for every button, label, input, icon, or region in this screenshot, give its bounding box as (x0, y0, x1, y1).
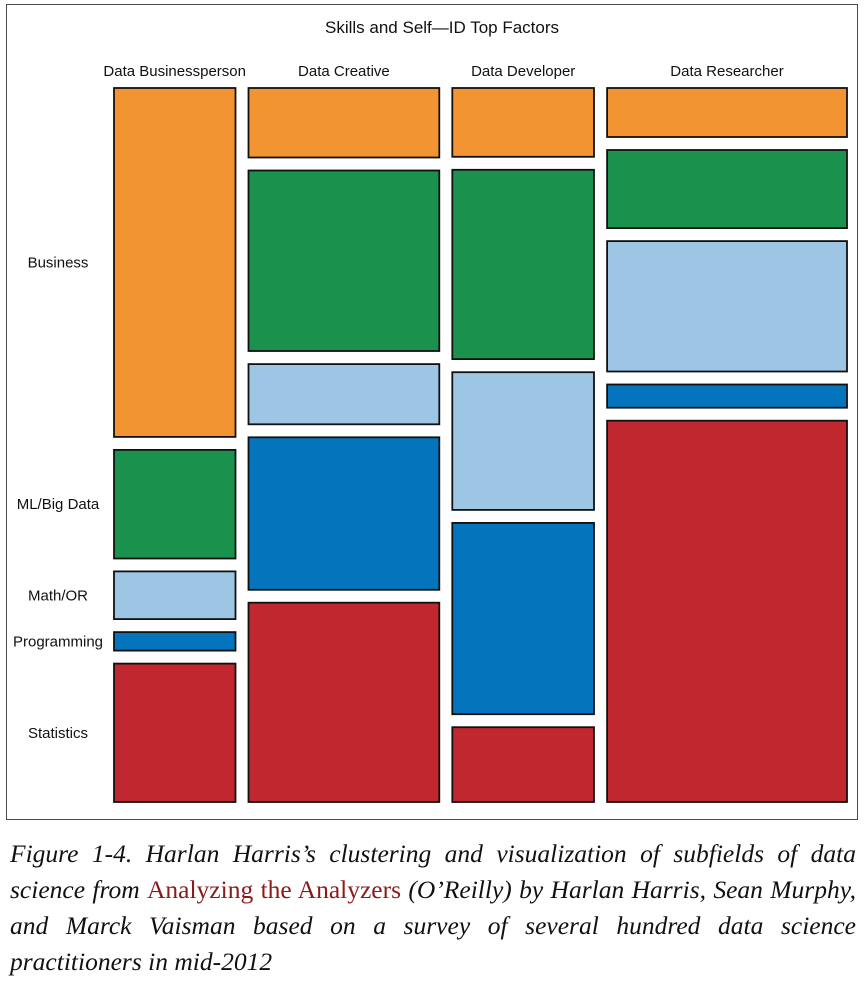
chart-title: Skills and Self—ID Top Factors (325, 18, 559, 37)
column-label: Data Researcher (670, 63, 783, 80)
row-label: Math/OR (28, 587, 88, 604)
row-label: Business (28, 254, 89, 271)
mosaic-tile (606, 383, 848, 409)
mosaic-tile (113, 448, 237, 560)
mosaic-tile (606, 419, 848, 803)
mosaic-tiles (113, 87, 848, 803)
mosaic-tile (247, 363, 441, 426)
column-label: Data Businessperson (103, 63, 246, 80)
row-label: ML/Big Data (17, 496, 100, 513)
row-label: Statistics (28, 725, 88, 742)
mosaic-tile (451, 168, 595, 361)
column-labels: Data Businessperson Data Creative Data Dev… (103, 63, 783, 80)
mosaic-tile (113, 662, 237, 803)
mosaic-tile (247, 87, 441, 159)
mosaic-tile (451, 726, 595, 803)
mosaic-tile (451, 522, 595, 716)
mosaic-tile (113, 570, 237, 621)
mosaic-tile (113, 631, 237, 652)
column-label: Data Creative (298, 63, 390, 80)
caption-link[interactable]: Analyzing the Analyzers (146, 875, 402, 904)
mosaic-tile (451, 371, 595, 511)
mosaic-tile (247, 169, 441, 352)
mosaic-tile (113, 87, 237, 438)
mosaic-tile (451, 87, 595, 158)
row-label: Programming (13, 633, 103, 650)
row-labels: Business ML/Big Data Math/OR Programming Sta… (13, 254, 103, 741)
mosaic-tile (247, 601, 441, 803)
figure-caption: Figure 1-4. Harlan Harris’s clustering a… (10, 836, 856, 980)
mosaic-tile (606, 149, 848, 229)
mosaic-tile (606, 240, 848, 373)
mosaic-chart: Skills and Self—ID Top Factors Data Busi… (13, 18, 848, 803)
column-label: Data Developer (471, 63, 575, 80)
caption-suffix: (O’Reilly) by Harlan Harris, Sean Murphy… (10, 875, 856, 976)
mosaic-tile (606, 87, 848, 138)
mosaic-tile (247, 436, 441, 591)
caption-prefix: Figure 1-4. Harlan Harris’s clustering a… (10, 839, 856, 904)
